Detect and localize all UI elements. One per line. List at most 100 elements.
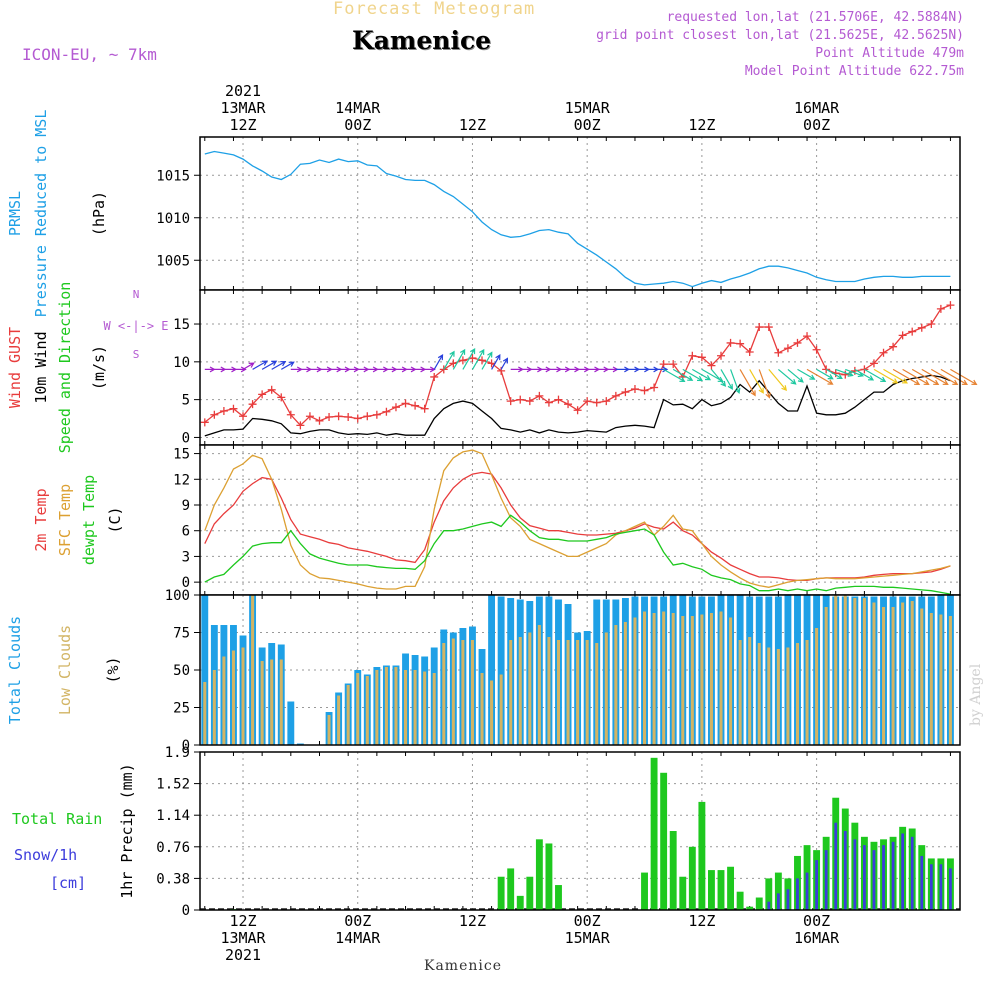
low-cloud-bar bbox=[729, 617, 733, 745]
low-cloud-bar bbox=[356, 673, 360, 745]
gust-marker bbox=[764, 323, 773, 332]
gust-marker bbox=[841, 370, 850, 379]
low-cloud-bar bbox=[662, 611, 666, 745]
wind-arrow bbox=[921, 368, 949, 386]
gust-marker bbox=[487, 359, 496, 368]
precip-ytick-label: 1.52 bbox=[156, 777, 190, 793]
bottom-time-label: 12Z bbox=[688, 912, 715, 930]
low-cloud-bar bbox=[843, 595, 847, 745]
temperature-series-label: dewpt Temp bbox=[80, 475, 98, 565]
pressure-panel-bg bbox=[200, 137, 960, 290]
gust-marker bbox=[458, 356, 467, 365]
low-cloud-bar bbox=[776, 649, 780, 745]
low-cloud-bar bbox=[643, 611, 647, 745]
wind-arrow bbox=[663, 368, 686, 383]
clouds-series-label: Total Clouds bbox=[6, 616, 24, 724]
wind-arrow bbox=[739, 369, 756, 397]
precip-unit-label: [cm] bbox=[50, 874, 86, 892]
snow-bar bbox=[824, 850, 828, 910]
wind-arrow bbox=[864, 368, 887, 383]
gust-marker bbox=[783, 344, 792, 353]
wind-arrow bbox=[692, 368, 712, 381]
low-cloud-bar bbox=[671, 613, 675, 745]
snow-bar bbox=[796, 878, 799, 910]
rain-bar bbox=[755, 897, 763, 910]
snow-bar bbox=[882, 845, 885, 910]
gust-marker bbox=[554, 395, 563, 404]
clouds-ytick-label: 25 bbox=[173, 701, 190, 717]
gust-marker bbox=[564, 400, 573, 409]
gust-marker bbox=[248, 400, 257, 409]
snow-bar bbox=[815, 860, 818, 910]
gust-marker bbox=[936, 304, 945, 313]
low-cloud-bar bbox=[566, 640, 570, 745]
location-title: Kamenice bbox=[352, 26, 492, 55]
clouds-ytick-label: 0 bbox=[182, 738, 190, 754]
wind-line bbox=[204, 374, 951, 437]
gust-marker bbox=[717, 351, 726, 360]
clouds-ytick-label: 100 bbox=[165, 588, 190, 604]
gust-marker bbox=[736, 339, 745, 348]
bottom-time-label: 13MAR bbox=[220, 929, 266, 947]
rain-bar bbox=[727, 866, 735, 910]
gust-marker bbox=[707, 361, 716, 370]
low-cloud-bar bbox=[528, 632, 532, 745]
gust-marker bbox=[267, 385, 276, 394]
gust-marker bbox=[573, 406, 582, 415]
snow-bar bbox=[929, 864, 933, 910]
temperature-ytick-label: 3 bbox=[182, 549, 190, 565]
low-cloud-bar bbox=[805, 640, 809, 745]
temperature-ytick-label: 6 bbox=[182, 524, 190, 540]
low-cloud-bar bbox=[709, 613, 713, 745]
low-cloud-bar bbox=[767, 647, 771, 745]
wind-arrow bbox=[280, 361, 295, 370]
wind-arrow bbox=[892, 368, 921, 386]
wind-arrow bbox=[950, 368, 978, 386]
precip-ytick-label: 0.76 bbox=[156, 840, 190, 856]
model-altitude: Model Point Altitude 622.75m bbox=[744, 64, 964, 79]
snow-bar bbox=[891, 841, 895, 910]
gust-marker bbox=[745, 348, 754, 356]
gust-marker bbox=[621, 388, 630, 397]
gust-marker bbox=[583, 397, 592, 406]
low-cloud-bar bbox=[490, 680, 494, 745]
rain-bar bbox=[669, 831, 677, 910]
precip-ylabel: 1hr Precip (mm) bbox=[118, 763, 136, 898]
gust-marker bbox=[325, 413, 334, 422]
low-cloud-bar bbox=[891, 607, 895, 745]
precip-rain-label: Total Rain bbox=[12, 810, 102, 828]
gust-marker bbox=[946, 301, 955, 310]
snow-bar bbox=[805, 872, 809, 910]
gust-marker bbox=[869, 359, 878, 368]
gust-marker bbox=[898, 331, 907, 340]
rain-bar bbox=[555, 885, 562, 910]
wind-series-label: 10m Wind bbox=[32, 331, 50, 403]
footer-location: Kamenice bbox=[424, 958, 502, 974]
low-cloud-bar bbox=[948, 616, 952, 745]
low-cloud-bar bbox=[910, 601, 914, 745]
wind-arrow bbox=[261, 360, 278, 370]
gust-marker bbox=[372, 410, 381, 419]
top-time-label: 13MAR bbox=[220, 99, 266, 117]
low-cloud-bar bbox=[470, 640, 474, 745]
rain-bar bbox=[497, 876, 505, 910]
total-cloud-bar bbox=[497, 596, 505, 745]
temperature-series-label: 2m Temp bbox=[32, 488, 50, 551]
wind-arrow bbox=[806, 368, 834, 385]
low-cloud-bar bbox=[279, 659, 283, 745]
gust-marker bbox=[401, 399, 410, 408]
gust-marker bbox=[697, 353, 706, 362]
wind-panel-bg bbox=[200, 290, 960, 445]
rain-bar bbox=[545, 843, 553, 910]
low-cloud-bar bbox=[203, 682, 207, 745]
gust-marker bbox=[296, 421, 305, 430]
top-time-label: 2021 bbox=[225, 82, 261, 100]
low-cloud-bar bbox=[748, 637, 752, 745]
gust-marker bbox=[478, 356, 487, 365]
total-cloud-bar bbox=[287, 701, 295, 745]
compass-west-east: W <-|-> E bbox=[103, 319, 168, 333]
compass-south: S bbox=[133, 348, 140, 361]
gust-marker bbox=[315, 416, 324, 425]
snow-bar bbox=[786, 889, 790, 910]
